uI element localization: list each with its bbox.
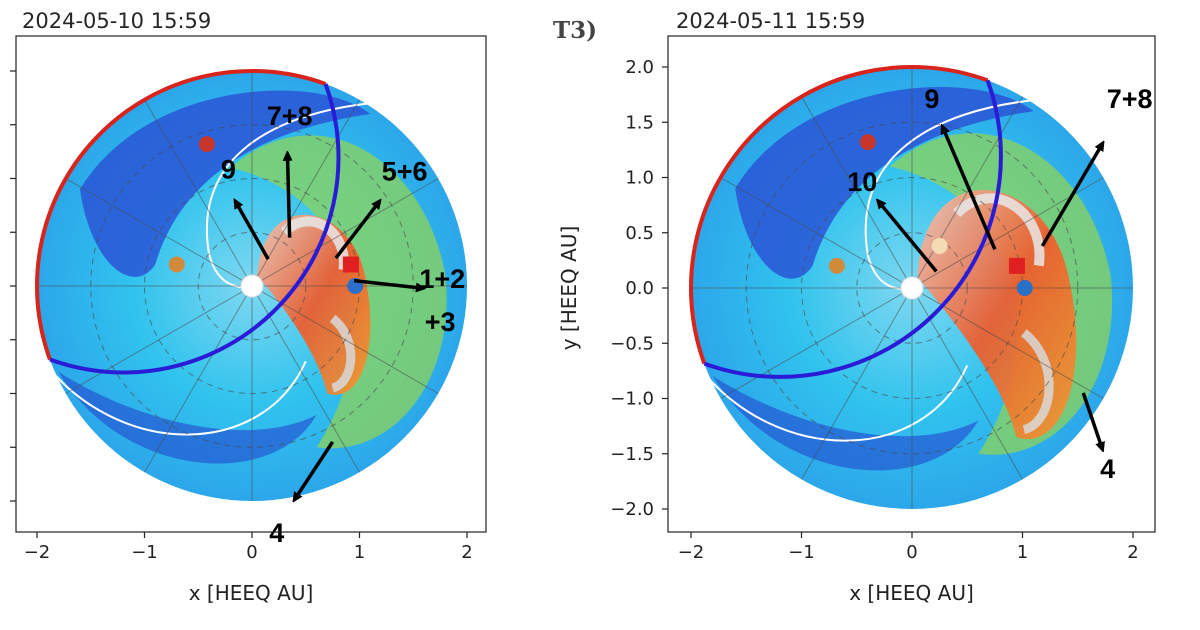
y-tick-label-2: 1.0 [625, 168, 654, 189]
x-tick-label-1: −1 [131, 542, 158, 563]
cme-label-2: 7+8 [1107, 84, 1153, 114]
field-line-upper [864, 99, 1034, 291]
cme-arrow-2 [1040, 144, 1102, 247]
planet-red [198, 136, 215, 153]
y-tick-label-8: −2.0 [610, 499, 654, 520]
cme-core-lower [1020, 329, 1054, 435]
y-tick-label-4: 0.0 [625, 278, 654, 299]
y-tick-label-0: 2.0 [625, 57, 654, 78]
cme-label-3: 4 [1100, 454, 1115, 484]
disk-edge-left [35, 69, 327, 361]
cme-arrow-3 [1081, 392, 1102, 448]
x-tick-label-4: 2 [1127, 542, 1138, 563]
x-tick-label-0: −2 [678, 542, 705, 563]
disk-edge-left [689, 65, 989, 365]
planet-red [859, 134, 876, 151]
compression-region [230, 135, 447, 449]
x-tick-label-3: 1 [1017, 542, 1028, 563]
timestamp: 2024-05-10 15:59 [22, 9, 211, 33]
y-tick-label-1: 1.5 [625, 112, 654, 133]
panel-b: 2024-05-11 15:59 9 10 7+8 4 −2 −1 0 1 2 x [HEEQ AU… [557, 9, 1156, 605]
planet-orange [828, 257, 845, 274]
x-axis-label: x [HEEQ AU] [849, 581, 974, 605]
cme-arrow-2 [334, 202, 379, 260]
y-tick-label-7: −1.5 [610, 444, 654, 465]
panel-a: 2024-05-10 15:59 7+8 9 5+6 1+2 +3 4 −2 −1 0 1 2 x [H… [10, 9, 487, 605]
planet-cream [931, 238, 948, 255]
spacecraft-square [1008, 257, 1025, 274]
y-tick-label-3: 0.5 [625, 223, 654, 244]
cme-label-0: 9 [924, 84, 939, 114]
x-tick-label-3: 1 [354, 542, 365, 563]
y-axis-label: y [HEEQ AU] [557, 226, 581, 351]
x-tick-label-4: 2 [461, 542, 472, 563]
slow-wind-region [80, 90, 371, 277]
timestamp: 2024-05-11 15:59 [676, 9, 865, 33]
cme-label-3: 1+2 [419, 264, 465, 294]
x-tick-label-2: 0 [246, 542, 257, 563]
cme-arrow-0 [287, 155, 289, 238]
cme-label-1: 10 [847, 167, 877, 197]
sun [240, 274, 264, 298]
y-tick-label-5: −0.5 [610, 333, 654, 354]
planet-blue [1016, 280, 1033, 296]
cme-label-1: 9 [221, 155, 236, 185]
sun [900, 276, 924, 300]
cme-arrow-1 [879, 202, 938, 273]
cme-arrow-1 [236, 202, 270, 260]
cme-arrow-5 [295, 440, 335, 499]
cme-core-lower [329, 314, 356, 393]
field-line-lower [46, 360, 307, 436]
cme-arrow-3 [353, 278, 422, 289]
cme-core [953, 193, 1045, 267]
disk-edge-right [703, 79, 1003, 379]
plot-frame [15, 35, 487, 533]
field-line-lower [701, 364, 969, 442]
y-tick-label-6: −1.0 [610, 389, 654, 410]
cme-arrow-0 [943, 128, 997, 251]
panel-label: T3) [553, 17, 597, 44]
cme-label-4: +3 [425, 307, 456, 337]
spacecraft-square [342, 256, 359, 273]
x-tick-label-2: 0 [906, 542, 917, 563]
x-tick-label-1: −1 [788, 542, 815, 563]
cme-label-2: 5+6 [382, 157, 428, 187]
x-axis-label: x [HEEQ AU] [189, 581, 314, 605]
planet-orange [168, 256, 185, 273]
cme-label-5: 4 [269, 518, 284, 548]
disk-edge-right [49, 83, 341, 375]
x-tick-label-0: −2 [24, 542, 51, 563]
slow-wind-region [735, 86, 1034, 279]
cme-label-0: 7+8 [267, 101, 313, 131]
